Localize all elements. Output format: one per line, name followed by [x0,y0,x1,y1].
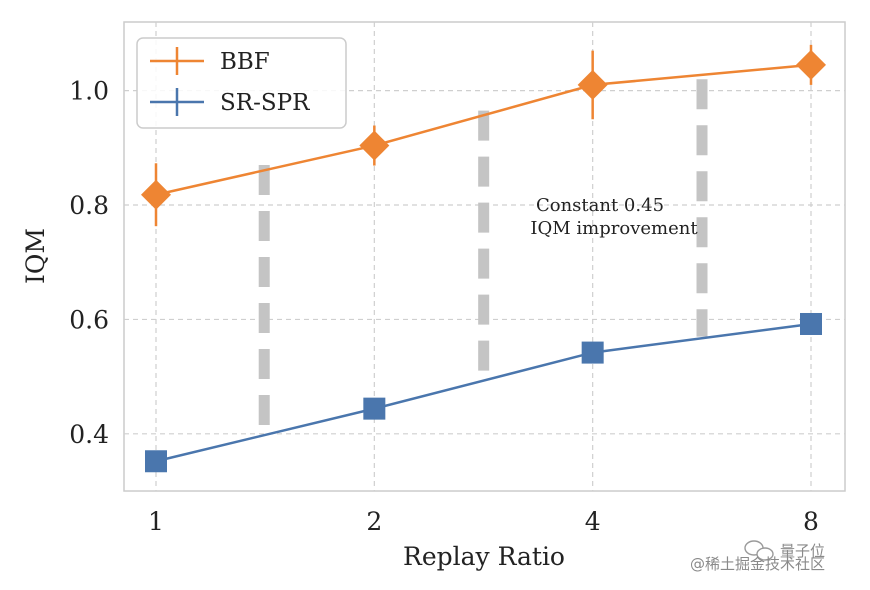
legend-label-bbf: BBF [220,49,270,75]
axis-ticks: 1 2 4 8 0.4 0.6 0.8 1.0 [69,77,819,536]
data-point-sr-spr [363,397,386,420]
x-axis-label: Replay Ratio [403,542,565,571]
data-point-bbf [796,49,826,80]
x-tick-label: 4 [585,507,601,536]
y-tick-label: 0.4 [69,420,109,449]
x-tick-label: 8 [803,507,819,536]
x-tick-label: 2 [366,507,382,536]
y-axis-label: IQM [21,228,50,284]
watermark-credit: @稀土掘金技术社区 [690,555,825,573]
data-point-sr-spr [800,312,822,335]
series-layer [141,44,826,473]
data-point-sr-spr [145,450,167,473]
legend: BBF SR-SPR [136,37,347,129]
series-line-sr-spr [155,322,812,463]
x-tick-label: 1 [148,507,164,536]
legend-label-sr-spr: SR-SPR [220,90,310,116]
data-point-bbf [359,130,390,161]
watermark-brand: 量子位 [780,542,825,560]
series-line-bbf [155,63,812,196]
data-point-bbf [577,69,608,100]
legend-entry-sr-spr: SR-SPR [150,88,310,116]
y-tick-label: 1.0 [69,77,109,106]
legend-entry-bbf: BBF [150,47,270,75]
watermark: 量子位 @稀土掘金技术社区 [690,540,825,573]
annotation-line-2: IQM improvement [530,218,698,239]
data-point-bbf [141,179,171,210]
y-tick-label: 0.6 [69,305,109,334]
wechat-logo-icon [744,540,774,561]
y-tick-label: 0.8 [69,191,109,220]
annotation-line-1: Constant 0.45 [536,195,664,216]
data-point-sr-spr [581,341,604,364]
